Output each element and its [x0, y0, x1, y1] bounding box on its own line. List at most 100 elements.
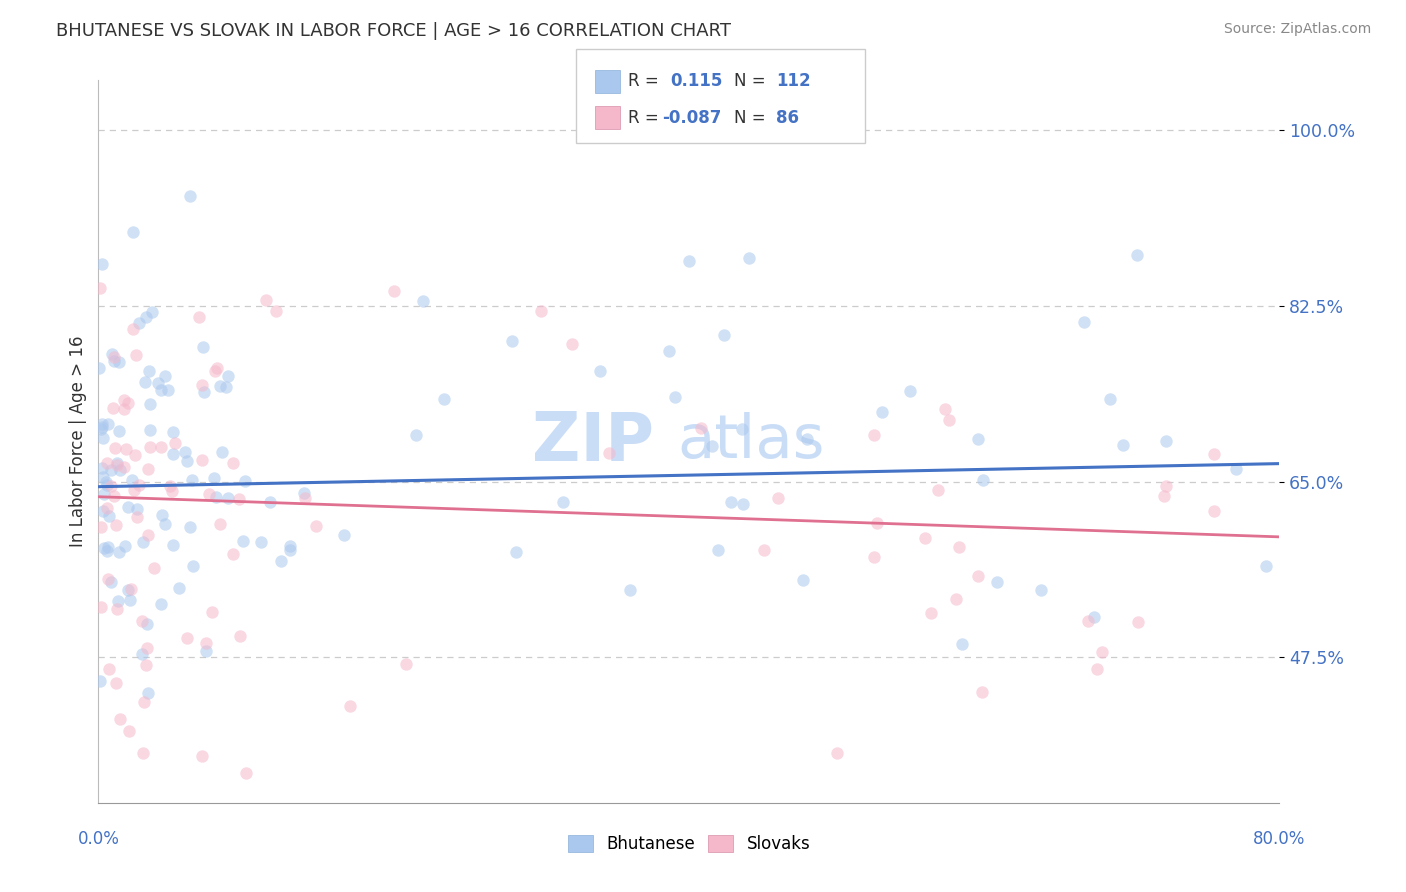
Text: -0.087: -0.087 [662, 109, 721, 127]
Point [619, 582, 641, 597]
Point [294, 485, 316, 500]
Point [412, 293, 434, 308]
Point [598, 446, 620, 460]
Point [235, 765, 257, 780]
Point [91, 460, 114, 475]
Point [934, 401, 956, 416]
Point [100, 478, 122, 492]
Point [190, 378, 212, 392]
Y-axis label: In Labor Force | Age > 16: In Labor Force | Age > 16 [69, 335, 87, 548]
Point [1091, 645, 1114, 659]
Text: R =: R = [628, 72, 659, 90]
Point [125, 348, 148, 362]
Point [105, 458, 128, 473]
Point [589, 364, 612, 378]
Point [1125, 247, 1147, 261]
Point [713, 328, 735, 343]
Point [96, 500, 118, 515]
Point [108, 712, 131, 726]
Text: 112: 112 [776, 72, 811, 90]
Point [395, 657, 418, 671]
Point [1098, 392, 1121, 407]
Point [382, 284, 405, 298]
Point [207, 360, 229, 375]
Point [103, 489, 125, 503]
Point [127, 502, 149, 516]
Point [91, 257, 114, 271]
Point [135, 658, 157, 673]
Point [112, 402, 135, 417]
Point [100, 575, 122, 590]
Point [105, 456, 128, 470]
Point [254, 293, 277, 307]
Point [149, 440, 172, 454]
Point [966, 432, 988, 446]
Point [162, 446, 184, 460]
Point [1112, 438, 1135, 452]
Point [105, 518, 128, 533]
Point [270, 554, 292, 568]
Point [405, 428, 427, 442]
Point [94, 475, 117, 489]
Point [136, 528, 159, 542]
Point [112, 393, 135, 408]
Point [733, 497, 755, 511]
Point [1204, 447, 1226, 461]
Point [530, 304, 553, 318]
Point [112, 460, 135, 475]
Point [93, 504, 115, 518]
Point [194, 643, 217, 657]
Point [179, 519, 201, 533]
Point [863, 427, 886, 442]
Point [118, 723, 141, 738]
Point [339, 699, 361, 714]
Point [117, 396, 139, 410]
Point [221, 547, 243, 561]
Point [792, 573, 814, 587]
Point [120, 582, 142, 596]
Point [1256, 559, 1278, 574]
Point [731, 422, 754, 436]
Point [948, 540, 970, 554]
Point [1083, 609, 1105, 624]
Point [89, 360, 111, 375]
Point [294, 491, 316, 505]
Point [217, 491, 239, 506]
Point [927, 483, 949, 497]
Point [97, 540, 120, 554]
Point [104, 442, 127, 456]
Point [101, 401, 124, 415]
Point [259, 494, 281, 508]
Point [142, 561, 165, 575]
Point [120, 593, 142, 607]
Point [305, 519, 328, 533]
Point [986, 574, 1008, 589]
Point [96, 477, 118, 491]
Text: Source: ZipAtlas.com: Source: ZipAtlas.com [1223, 22, 1371, 37]
Point [195, 636, 218, 650]
Point [561, 336, 583, 351]
Point [205, 490, 228, 504]
Point [97, 417, 120, 432]
Point [211, 445, 233, 459]
Point [222, 456, 245, 470]
Point [139, 423, 162, 437]
Point [1154, 479, 1177, 493]
Point [108, 545, 131, 559]
Point [139, 440, 162, 454]
Point [866, 516, 889, 530]
Point [134, 375, 156, 389]
Point [181, 473, 204, 487]
Point [188, 310, 211, 325]
Point [96, 544, 118, 558]
Point [702, 439, 724, 453]
Point [157, 383, 180, 397]
Point [900, 384, 922, 399]
Point [658, 344, 681, 359]
Point [153, 516, 176, 531]
Text: 0.0%: 0.0% [77, 830, 120, 847]
Point [91, 432, 114, 446]
Point [160, 483, 183, 498]
Point [950, 637, 973, 651]
Point [107, 593, 129, 607]
